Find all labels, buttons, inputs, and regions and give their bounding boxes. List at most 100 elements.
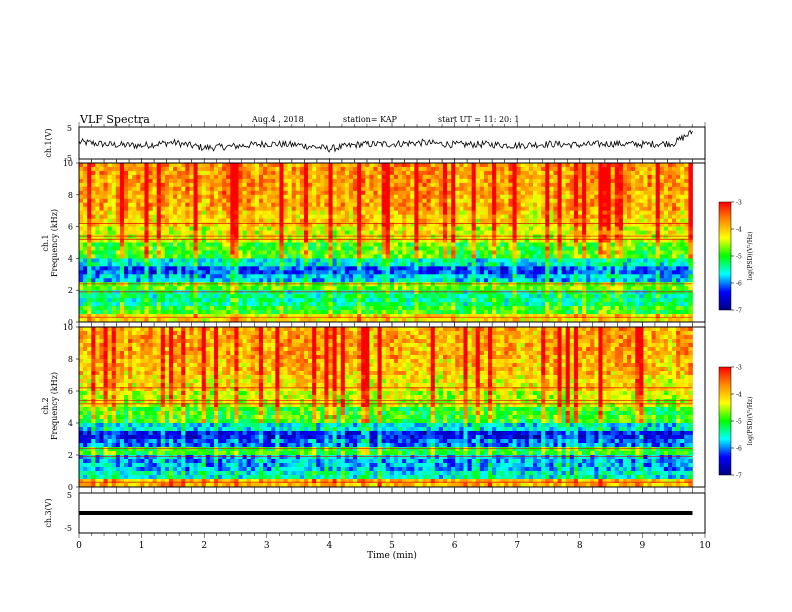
spectrogram-cell (434, 238, 440, 243)
spectrogram-cell (271, 218, 276, 224)
spectrogram-cell (676, 242, 681, 247)
spectrogram-cell (222, 246, 227, 251)
spectrogram-cell (487, 262, 493, 267)
spectrogram-cell (111, 266, 117, 271)
spectrogram-cell (500, 163, 505, 168)
spectrogram-cell (83, 190, 88, 196)
spectrogram-cell (181, 170, 186, 176)
spectrogram-cell (83, 202, 88, 208)
spectrogram-cell (414, 198, 419, 204)
spectrogram-cell (160, 186, 166, 192)
spectrogram-cell (316, 270, 321, 275)
spectrogram-cell (414, 286, 419, 291)
spectrogram-cell (606, 222, 612, 228)
spectrogram-cell (197, 218, 203, 224)
spectrogram-cell (606, 163, 612, 168)
spectrogram-cell (369, 278, 374, 283)
spectrogram-cell (205, 274, 211, 279)
spectrogram-cell (479, 250, 485, 255)
spectrogram-cell (168, 210, 174, 216)
spectrogram-cell (627, 254, 632, 259)
spectrogram-cell (213, 210, 219, 216)
spectrogram-cell (590, 230, 595, 235)
spectrogram-cell (385, 234, 391, 239)
spectrogram-cell (279, 202, 284, 208)
spectrogram-cell (532, 250, 538, 255)
spectrogram-cell (492, 242, 497, 247)
spectrogram-cell (324, 198, 329, 204)
spectrogram-cell (213, 206, 219, 212)
spectrogram-cell (156, 242, 162, 247)
spectrogram-cell (291, 274, 297, 279)
spectrogram-cell (438, 198, 444, 204)
spectrogram-cell (475, 163, 481, 168)
spectrogram-cell (463, 202, 468, 208)
spectrogram-cell (516, 210, 522, 216)
spectrogram-cell (361, 202, 366, 208)
spectrogram-cell (398, 194, 403, 200)
spectrogram-cell (573, 218, 579, 224)
spectrogram-cell (467, 282, 473, 287)
spectrogram-cell (173, 194, 178, 200)
spectrogram-cell (369, 202, 374, 208)
spectrogram-cell (586, 198, 591, 204)
spectrogram-cell (655, 238, 661, 243)
spectrogram-cell (218, 166, 223, 172)
spectrogram-cell (549, 250, 554, 255)
spectrogram-cell (238, 230, 243, 235)
spectrogram-cell (463, 214, 468, 220)
spectrogram-cell (348, 262, 354, 267)
spectrogram-cell (91, 218, 96, 224)
spectrogram-cell (111, 258, 117, 263)
spectrogram-cell (250, 174, 256, 180)
spectrogram-cell (467, 163, 473, 168)
spectrogram-cell (635, 206, 640, 212)
spectrogram-cell (377, 190, 383, 196)
spectrogram-cell (373, 266, 378, 271)
spectrogram-cell (79, 214, 84, 220)
spectrogram-cell (659, 186, 665, 192)
spectrogram-cell (631, 242, 636, 247)
spectrogram-cell (393, 278, 399, 283)
spectrogram-cell (602, 218, 607, 224)
spectrogram-cell (582, 254, 587, 259)
spectrogram-cell (119, 246, 125, 251)
spectrogram-cell (512, 258, 518, 263)
spectrogram-cell (79, 222, 84, 228)
spectrogram-cell (87, 250, 92, 255)
spectrogram-cell (193, 166, 199, 172)
spectrogram-cell (107, 214, 113, 220)
spectrogram-cell (209, 254, 215, 259)
spectrogram-cell (283, 170, 288, 176)
spectrogram-cell (185, 166, 190, 172)
spectrogram-cell (393, 206, 399, 212)
spectrogram-cell (443, 222, 448, 228)
spectrogram-cell (136, 214, 141, 220)
spectrogram-cell (586, 286, 591, 291)
spectrogram-cell (316, 282, 321, 287)
spectrogram-cell (528, 218, 534, 224)
spectrogram-cell (393, 246, 399, 251)
spectrogram-cell (471, 230, 477, 235)
spectrogram-cell (271, 214, 276, 220)
spectrogram-cell (516, 278, 522, 283)
spectrogram-cell (582, 163, 587, 168)
spectrogram-cell (618, 214, 624, 220)
spectrogram-cell (680, 163, 685, 168)
spectrogram-cell (152, 238, 158, 243)
spectrogram-cell (389, 222, 395, 228)
spectrogram-cell (467, 270, 473, 275)
spectrogram-cell (610, 234, 616, 239)
spectrogram-cell (181, 246, 186, 251)
spectrogram-cell (500, 266, 505, 271)
spectrogram-cell (254, 290, 260, 295)
spectrogram-cell (328, 242, 333, 247)
spectrogram-cell (111, 282, 117, 287)
spectrogram-cell (148, 174, 154, 180)
spectrogram-cell (635, 262, 640, 267)
spectrogram-cell (205, 166, 211, 172)
spectrogram-cell (250, 274, 256, 279)
spectrogram-cell (197, 246, 203, 251)
spectrogram-cell (516, 198, 522, 204)
spectrogram-cell (651, 250, 657, 255)
